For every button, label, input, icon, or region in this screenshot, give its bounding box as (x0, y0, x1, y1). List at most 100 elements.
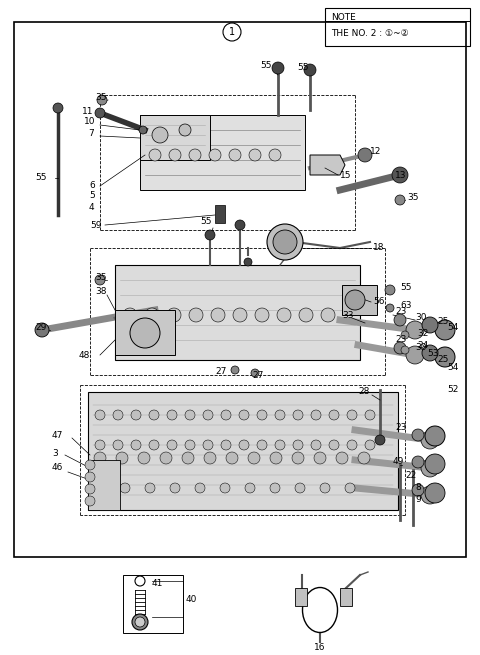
Circle shape (412, 429, 424, 441)
Circle shape (401, 346, 409, 354)
Circle shape (95, 440, 105, 450)
Circle shape (257, 410, 267, 420)
Circle shape (401, 331, 409, 339)
Circle shape (435, 320, 455, 340)
Circle shape (412, 456, 424, 468)
Text: 4: 4 (89, 202, 95, 212)
Circle shape (421, 431, 439, 449)
Text: 6: 6 (89, 181, 95, 189)
Circle shape (182, 452, 194, 464)
Circle shape (145, 308, 159, 322)
Circle shape (273, 230, 297, 254)
Circle shape (85, 460, 95, 470)
Circle shape (226, 452, 238, 464)
Circle shape (248, 452, 260, 464)
Text: 27: 27 (215, 367, 227, 375)
Text: 53: 53 (427, 350, 439, 358)
Circle shape (244, 258, 252, 266)
Bar (325, 8, 470, 46)
Text: 24: 24 (417, 341, 428, 350)
Text: 9: 9 (415, 495, 421, 504)
Text: 35: 35 (407, 193, 419, 202)
Text: 10: 10 (84, 117, 96, 126)
Polygon shape (115, 265, 360, 360)
Text: 33: 33 (342, 310, 353, 320)
Text: 55: 55 (297, 64, 309, 73)
Bar (295, 588, 307, 606)
Circle shape (347, 440, 357, 450)
Circle shape (229, 149, 241, 161)
Text: 40: 40 (186, 595, 197, 603)
Text: 59: 59 (90, 221, 101, 229)
Circle shape (231, 366, 239, 374)
Circle shape (394, 314, 406, 326)
Circle shape (395, 195, 405, 205)
Circle shape (145, 483, 155, 493)
Circle shape (267, 224, 303, 260)
Circle shape (179, 124, 191, 136)
Circle shape (209, 149, 221, 161)
Circle shape (149, 440, 159, 450)
Circle shape (152, 127, 168, 143)
Circle shape (406, 346, 424, 364)
Circle shape (169, 149, 181, 161)
Text: 55: 55 (200, 217, 212, 227)
Text: 41: 41 (152, 578, 163, 588)
Circle shape (358, 452, 370, 464)
Circle shape (233, 308, 247, 322)
Circle shape (167, 308, 181, 322)
Circle shape (131, 440, 141, 450)
Circle shape (425, 426, 445, 446)
Circle shape (120, 483, 130, 493)
Circle shape (211, 308, 225, 322)
Text: 35: 35 (95, 274, 107, 282)
Text: 12: 12 (370, 147, 382, 157)
Circle shape (345, 483, 355, 493)
Circle shape (116, 452, 128, 464)
Circle shape (311, 410, 321, 420)
Text: 25: 25 (437, 318, 448, 326)
Circle shape (220, 483, 230, 493)
Circle shape (239, 440, 249, 450)
Text: 18: 18 (373, 244, 384, 252)
Circle shape (95, 108, 105, 118)
Text: 15: 15 (340, 170, 351, 179)
Circle shape (311, 440, 321, 450)
Text: THE NO. 2 : ①~②: THE NO. 2 : ①~② (331, 29, 409, 37)
Circle shape (269, 149, 281, 161)
Circle shape (245, 483, 255, 493)
Circle shape (394, 342, 406, 354)
Circle shape (113, 440, 123, 450)
Circle shape (270, 483, 280, 493)
Text: 46: 46 (52, 464, 63, 472)
Circle shape (95, 275, 105, 285)
Circle shape (406, 321, 424, 339)
Text: 29: 29 (35, 324, 47, 333)
Text: 35: 35 (95, 92, 107, 102)
Bar (14, 22, 466, 557)
Circle shape (347, 410, 357, 420)
Text: 3: 3 (52, 449, 58, 457)
Circle shape (185, 410, 195, 420)
Circle shape (425, 483, 445, 503)
Circle shape (85, 484, 95, 494)
Circle shape (95, 410, 105, 420)
Circle shape (321, 308, 335, 322)
Circle shape (329, 410, 339, 420)
Circle shape (97, 95, 107, 105)
Circle shape (435, 347, 455, 367)
Circle shape (35, 323, 49, 337)
Circle shape (249, 149, 261, 161)
Circle shape (425, 454, 445, 474)
Circle shape (130, 318, 160, 348)
Circle shape (149, 149, 161, 161)
Circle shape (358, 148, 372, 162)
Text: 1: 1 (229, 27, 235, 37)
Circle shape (135, 617, 145, 627)
Circle shape (53, 103, 63, 113)
Text: NOTE: NOTE (331, 12, 356, 22)
Circle shape (293, 440, 303, 450)
Circle shape (195, 483, 205, 493)
Bar (215, 205, 225, 223)
Circle shape (385, 285, 395, 295)
